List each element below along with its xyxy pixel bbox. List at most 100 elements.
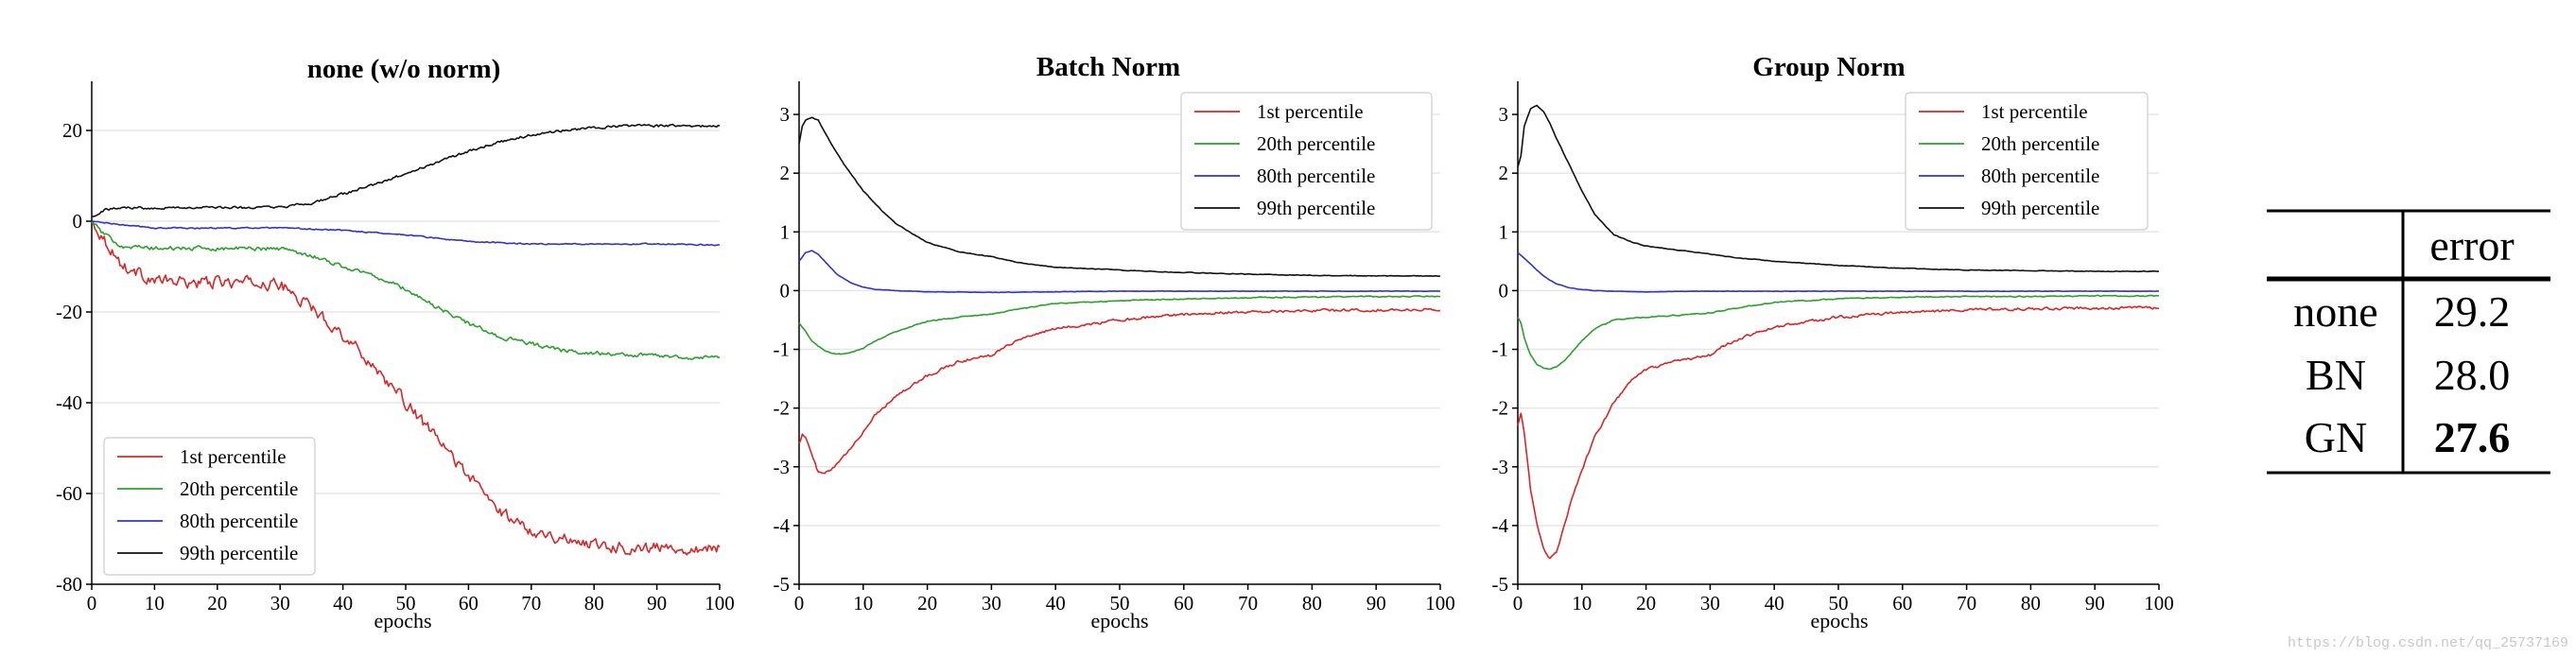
- series-line-20th-percentile: [91, 220, 721, 360]
- legend-label: 1st percentile: [180, 445, 287, 468]
- watermark-text: https://blog.csdn.net/qq_25737169: [2288, 635, 2568, 651]
- error-table: error none 29.2 BN 28.0 GN 27.6: [2267, 209, 2550, 475]
- x-tick-label: 40: [1046, 592, 1066, 615]
- x-axis-label: epochs: [374, 609, 431, 632]
- x-tick-label: 20: [207, 592, 227, 615]
- table-row-value-bn: 28.0: [2434, 351, 2511, 399]
- x-tick-label: 70: [521, 592, 541, 615]
- series-line-1st-percentile: [798, 307, 1441, 475]
- legend-label: 20th percentile: [1981, 132, 2099, 155]
- series-line-80th-percentile: [798, 250, 1441, 294]
- x-tick-label: 30: [270, 592, 290, 615]
- y-tick-label: -3: [774, 456, 791, 478]
- x-tick-label: 20: [917, 592, 937, 615]
- table-row-value-none: 29.2: [2434, 287, 2511, 336]
- y-tick-label: 1: [780, 220, 791, 243]
- legend: 1st percentile 20th percentile 80th percen…: [1180, 92, 1433, 231]
- series-line-1st-percentile: [91, 220, 721, 556]
- chart-title: Batch Norm: [1036, 52, 1180, 82]
- x-tick-label: 60: [1892, 592, 1912, 615]
- table-row-label-gn: GN: [2305, 413, 2367, 461]
- x-tick-label: 10: [1572, 592, 1592, 615]
- x-tick-label: 70: [1957, 592, 1976, 615]
- series-line-99th-percentile: [1517, 104, 2160, 273]
- legend-label: 99th percentile: [1257, 197, 1375, 219]
- x-tick-label: 0: [87, 592, 97, 615]
- x-tick-label: 10: [145, 592, 165, 615]
- series-line-1st-percentile: [1517, 305, 2160, 560]
- legend-label: 20th percentile: [1257, 132, 1375, 155]
- x-tick-label: 40: [333, 592, 353, 615]
- legend-box: [103, 437, 316, 576]
- series-line-20th-percentile: [798, 295, 1441, 355]
- legend-box: [1905, 92, 2149, 231]
- legend-label: 99th percentile: [180, 542, 298, 564]
- y-tick-label: -1: [1492, 338, 1509, 361]
- legend-label: 80th percentile: [1257, 164, 1375, 187]
- y-tick-label: -3: [1492, 456, 1509, 478]
- x-axis-label: epochs: [1810, 609, 1868, 632]
- x-tick-label: 60: [459, 592, 479, 615]
- x-tick-label: 30: [1700, 592, 1720, 615]
- x-tick-label: 90: [1366, 592, 1386, 615]
- table-row-label-bn: BN: [2306, 351, 2366, 399]
- legend-box: [1180, 92, 1433, 231]
- series-line-99th-percentile: [798, 116, 1441, 277]
- y-tick-label: -2: [1492, 397, 1509, 420]
- x-tick-label: 60: [1174, 592, 1193, 615]
- x-tick-label: 80: [2021, 592, 2041, 615]
- legend-label: 80th percentile: [180, 510, 298, 532]
- x-tick-label: 70: [1238, 592, 1258, 615]
- table-row-label-none: none: [2293, 287, 2377, 336]
- series-line-20th-percentile: [1517, 294, 2160, 371]
- y-tick-label: 3: [1499, 103, 1509, 126]
- table-row-value-gn: 27.6: [2434, 413, 2511, 461]
- legend-label: 20th percentile: [180, 477, 298, 500]
- y-tick-label: -80: [56, 573, 82, 596]
- x-tick-label: 30: [982, 592, 1001, 615]
- y-tick-label: -20: [56, 301, 82, 323]
- x-tick-label: 100: [705, 592, 735, 615]
- x-tick-label: 100: [2144, 592, 2174, 615]
- x-tick-label: 10: [853, 592, 873, 615]
- y-tick-label: 20: [62, 119, 82, 142]
- legend: 1st percentile 20th percentile 80th percen…: [103, 437, 316, 576]
- y-tick-label: 1: [1499, 220, 1509, 243]
- y-tick-label: 0: [780, 279, 791, 302]
- y-tick-label: -1: [774, 338, 791, 361]
- chart-title: Group Norm: [1752, 52, 1905, 82]
- chart-title: none (w/o norm): [307, 54, 501, 84]
- y-tick-label: -5: [774, 573, 791, 596]
- legend: 1st percentile 20th percentile 80th percen…: [1905, 92, 2149, 231]
- x-tick-label: 20: [1636, 592, 1656, 615]
- x-tick-label: 80: [584, 592, 604, 615]
- y-tick-label: 0: [1499, 279, 1509, 302]
- y-tick-label: 2: [1499, 162, 1509, 184]
- x-tick-label: 80: [1302, 592, 1322, 615]
- y-tick-label: -60: [56, 482, 82, 505]
- y-tick-label: -4: [1492, 514, 1509, 537]
- x-tick-label: 0: [1513, 592, 1523, 615]
- x-tick-label: 0: [794, 592, 805, 615]
- legend-label: 1st percentile: [1981, 100, 2088, 123]
- series-line-80th-percentile: [1517, 251, 2160, 293]
- y-tick-label: -5: [1492, 573, 1509, 596]
- series-line-99th-percentile: [91, 123, 721, 217]
- y-tick-label: -4: [774, 514, 791, 537]
- y-tick-label: 3: [780, 103, 791, 126]
- table-header-error: error: [2429, 221, 2514, 269]
- x-tick-label: 90: [2085, 592, 2105, 615]
- x-tick-label: 100: [1425, 592, 1455, 615]
- y-tick-label: 0: [73, 210, 83, 233]
- legend-label: 80th percentile: [1981, 164, 2099, 187]
- y-tick-label: -2: [774, 397, 791, 420]
- legend-label: 99th percentile: [1981, 197, 2099, 219]
- x-tick-label: 50: [1110, 592, 1130, 615]
- x-tick-label: 50: [1829, 592, 1849, 615]
- legend-label: 1st percentile: [1257, 100, 1364, 123]
- series-line-80th-percentile: [92, 220, 721, 247]
